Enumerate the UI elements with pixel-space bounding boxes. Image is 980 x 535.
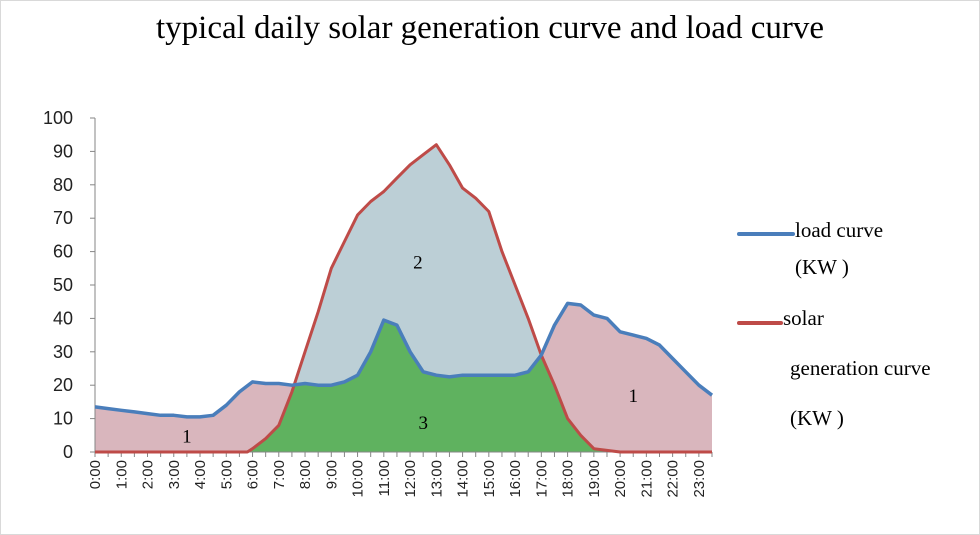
x-tick-label: 22:00 (665, 460, 682, 498)
x-tick-label: 10:00 (350, 460, 367, 498)
y-tick-label: 90 (53, 141, 73, 161)
region-label-4: 1 (628, 386, 638, 407)
x-tick-label: 4:00 (192, 460, 209, 489)
legend-load-label: load curve (795, 218, 884, 242)
x-tick-label: 0:00 (87, 460, 104, 489)
area-solar-excess (95, 144, 712, 417)
legend-solar-label-2: generation curve (790, 356, 931, 380)
x-tick-label: 16:00 (507, 460, 524, 498)
series-load-line (94, 301, 714, 419)
x-tick-label: 15:00 (481, 460, 498, 498)
chart-title: typical daily solar generation curve and… (156, 10, 824, 46)
y-tick-label: 60 (53, 242, 73, 262)
region-label-2: 2 (413, 253, 423, 274)
y-tick-label: 20 (53, 375, 73, 395)
x-tick-label: 19:00 (586, 460, 603, 498)
legend-solar-label: solar (783, 306, 824, 330)
y-tick-label: 0 (63, 442, 73, 462)
y-tick-label: 80 (53, 175, 73, 195)
y-tick-label: 70 (53, 208, 73, 228)
x-tick-label: 18:00 (560, 460, 577, 498)
y-tick-label: 50 (53, 275, 73, 295)
legend-solar-swatch (737, 321, 783, 325)
y-tick-label: 40 (53, 308, 73, 328)
y-tick-label: 30 (53, 342, 73, 362)
x-tick-label: 3:00 (166, 460, 183, 489)
x-tick-label: 9:00 (323, 460, 340, 489)
x-tick-label: 12:00 (402, 460, 419, 498)
y-tick-label: 10 (53, 409, 73, 429)
x-tick-label: 17:00 (533, 460, 550, 498)
x-tick-label: 2:00 (140, 460, 157, 489)
region-label-3: 3 (418, 413, 428, 434)
series-solar-line (95, 143, 712, 454)
x-tick-label: 7:00 (271, 460, 288, 489)
x-tick-label: 23:00 (691, 460, 708, 498)
x-tick-label: 11:00 (376, 460, 393, 496)
x-tick-label: 5:00 (218, 460, 235, 489)
x-tick-label: 21:00 (638, 460, 655, 498)
x-tick-label: 1:00 (113, 460, 130, 489)
legend-solar-unit: (KW ) (790, 406, 844, 430)
x-tick-label: 13:00 (428, 460, 445, 498)
x-tick-label: 20:00 (612, 460, 629, 498)
x-tick-label: 14:00 (455, 460, 472, 498)
legend-load-unit: (KW ) (795, 255, 849, 279)
legend-load-swatch (737, 232, 795, 236)
y-tick-label: 100 (43, 108, 73, 128)
x-tick-label: 8:00 (297, 460, 314, 489)
region-label-1: 1 (182, 426, 192, 447)
x-tick-label: 6:00 (245, 460, 262, 489)
